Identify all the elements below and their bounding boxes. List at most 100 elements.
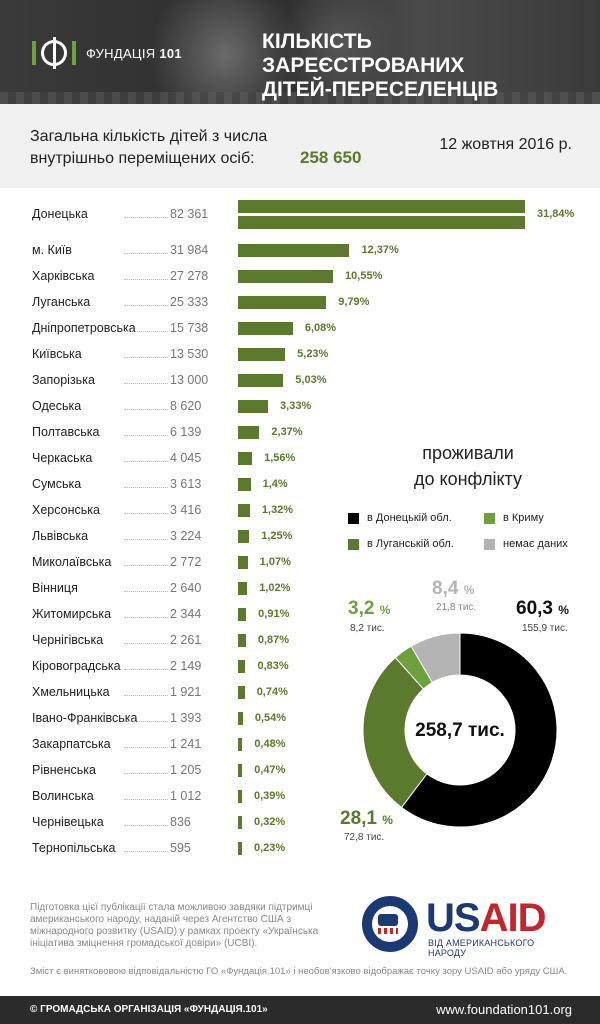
bar-category-label: Вінниця: [32, 581, 78, 595]
bar-percent-label: 0,23%: [254, 842, 286, 854]
foundation-logo[interactable]: ФУНДАЦІЯ 101: [32, 37, 182, 69]
donut-label-no-data-pct: 8,4 %: [432, 578, 475, 599]
bar-leader-dots: [124, 591, 168, 592]
bar-category-label: Чернігівська: [32, 633, 104, 647]
disclaimer-text: Зміст є виняткововою відповідальністю ГО…: [30, 966, 568, 977]
bar-percent-label: 0,47%: [254, 764, 286, 776]
logo-bar-icon: [72, 41, 76, 65]
bar: [238, 244, 350, 257]
bar-leader-dots: [124, 747, 168, 748]
bar: [238, 426, 260, 439]
bar-value-label: 1 921: [170, 685, 202, 699]
bar: [238, 634, 246, 647]
bar-percent-label: 6,08%: [304, 322, 337, 334]
legend-item-donetsk: в Донецькій обл.: [348, 512, 452, 524]
header-photo-stripe: [0, 92, 600, 104]
bar-percent-label: 3,33%: [280, 400, 312, 412]
bar-value-label: 1 012: [170, 789, 202, 803]
bar-value-label: 25 333: [170, 295, 209, 309]
donut-label-luhansk-sub: 72,8 тис.: [344, 832, 385, 843]
bar-leader-dots: [124, 643, 168, 644]
bar: [238, 738, 243, 751]
bar: [238, 764, 243, 777]
donut-center-label: 258,7 тис.: [415, 720, 505, 741]
bar-leader-dots: [124, 825, 168, 826]
bar-leader-dots: [124, 217, 168, 218]
copyright-text: © ГРОМАДСЬКА ОРГАНІЗАЦІЯ «ФУНДАЦІЯ.101»: [30, 1004, 268, 1015]
bar-leader-dots: [124, 565, 168, 566]
bar-category-label: Чернівецька: [32, 815, 104, 829]
bar-percent-label: 0,54%: [254, 712, 287, 724]
donut-label-crimea-pct: 3,2 %: [348, 598, 391, 619]
bar-category-label: Одеська: [32, 399, 82, 413]
summary-label-line2: внутрішньо переміщених осіб:: [30, 150, 255, 167]
bar-category-label: Дніпропетровська: [32, 321, 136, 335]
bar-value-label: 6 139: [170, 425, 202, 439]
bar-category-label: Луганська: [32, 295, 91, 309]
bar: [238, 400, 269, 413]
logo-bar-icon: [32, 41, 36, 65]
bar: [238, 296, 327, 309]
bar-value-label: 836: [170, 815, 191, 829]
bar-percent-label: 12,37%: [361, 244, 399, 256]
legend-label: в Криму: [503, 512, 544, 524]
bar-category-label: Донецька: [32, 207, 88, 221]
bar-percent-label: 31,84%: [537, 208, 575, 220]
bar-percent-label: 2,37%: [271, 426, 303, 438]
donut-title-line1: проживали: [422, 443, 514, 463]
bar-leader-dots: [124, 617, 168, 618]
legend-swatch-icon: [348, 538, 359, 550]
bar-category-label: Запорізька: [32, 373, 95, 387]
bar: [238, 374, 284, 387]
bar-leader-dots: [124, 799, 168, 800]
logo-ring-icon: [41, 37, 67, 69]
bar-leader-dots: [124, 331, 168, 332]
bar-leader-dots: [124, 305, 168, 306]
bar-value-label: 1 393: [170, 711, 202, 725]
bar-category-label: Закарпатська: [32, 737, 111, 751]
usaid-seal-icon: [362, 896, 418, 952]
legend-swatch-icon: [484, 512, 495, 524]
bar-percent-label: 1,4%: [262, 478, 288, 490]
bar-category-label: Волинська: [32, 789, 94, 803]
bar: [238, 582, 248, 595]
bar: [238, 478, 251, 491]
bar-value-label: 27 278: [170, 269, 209, 283]
bar: [238, 270, 334, 283]
bar-value-label: 82 361: [170, 207, 209, 221]
bar-leader-dots: [124, 279, 168, 280]
summary-panel: Загальна кількість дітей з числа внутріш…: [0, 104, 600, 188]
legend-label: немає даних: [503, 538, 568, 550]
summary-label-line1: Загальна кількість дітей з числа: [30, 128, 268, 145]
legend-item-crimea: в Криму: [484, 512, 544, 524]
legend-label: в Донецькій обл.: [367, 512, 452, 524]
bar-value-label: 2 640: [170, 581, 202, 595]
donut-label-crimea-sub: 8,2 тис.: [350, 623, 385, 634]
legend-item-luhansk: в Луганській обл.: [348, 538, 454, 550]
legend-swatch-icon: [484, 538, 495, 550]
donut-title: проживали до конфлікту: [368, 440, 568, 492]
bottom-bar: © ГРОМАДСЬКА ОРГАНІЗАЦІЯ «ФУНДАЦІЯ.101» …: [0, 996, 600, 1024]
bar: [238, 322, 293, 335]
page-title-line1: КІЛЬКІСТЬ ЗАРЕЄСТРОВАНИХ: [262, 30, 465, 77]
bar: [238, 816, 242, 829]
usaid-wordmark: USAID: [426, 896, 546, 940]
bar-category-label: Полтавська: [32, 425, 100, 439]
bar-category-label: Київська: [32, 347, 82, 361]
website-link[interactable]: www.foundation101.org: [436, 1002, 572, 1017]
donut-slice: [410, 632, 461, 684]
bar-leader-dots: [124, 461, 168, 462]
usaid-logo[interactable]: USAID ВІД АМЕРИКАНСЬКОГО НАРОДУ: [362, 896, 572, 958]
bar-percent-label: 1,02%: [259, 582, 291, 594]
bar-percent-label: 1,56%: [264, 452, 296, 464]
bar-leader-dots: [124, 253, 168, 254]
region-bar-chart: Донецька 82 361 31,84% м. Київ 31 984 12,37% Х…: [0, 200, 600, 880]
funding-note: Підготовка цієї публікації стала можливо…: [30, 902, 319, 949]
bar-leader-dots: [124, 409, 168, 410]
bar-value-label: 2 772: [170, 555, 202, 569]
bar-percent-label: 5,03%: [295, 374, 327, 386]
bar-percent-label: 0,74%: [256, 686, 288, 698]
bar-percent-label: 0,87%: [257, 634, 290, 646]
bar-percent-label: 9,79%: [338, 296, 370, 308]
bar-leader-dots: [124, 357, 168, 358]
